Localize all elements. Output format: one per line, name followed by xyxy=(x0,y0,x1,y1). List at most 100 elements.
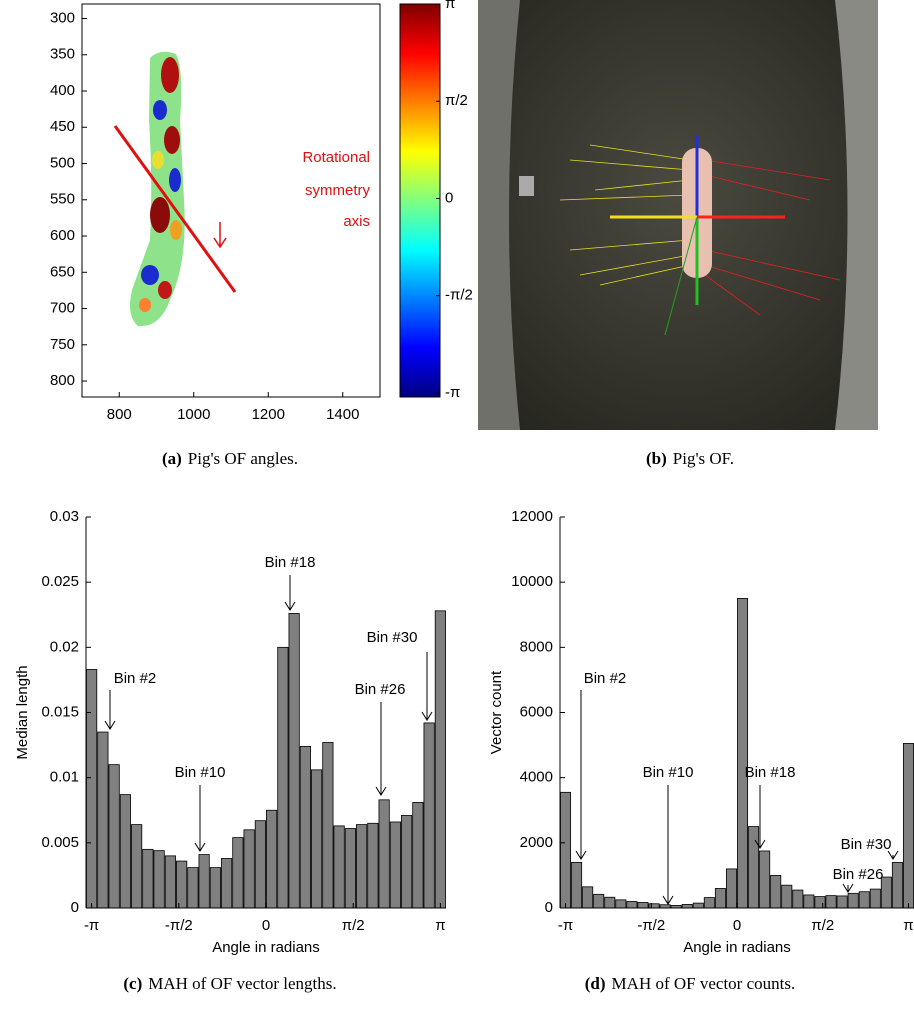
angle-map-part xyxy=(158,281,172,299)
annotation: Bin #2 xyxy=(114,670,157,687)
x-tick-label: 0 xyxy=(262,917,270,934)
angle-map-part xyxy=(164,126,180,154)
bar xyxy=(637,902,649,909)
bar xyxy=(86,669,98,909)
bar xyxy=(770,875,782,909)
caption-text: MAH of OF vector lengths. xyxy=(148,974,336,993)
bar xyxy=(412,802,424,909)
angle-map-part xyxy=(152,151,164,169)
y-tick-label: 8000 xyxy=(520,638,553,655)
annotation: Bin #10 xyxy=(643,764,694,781)
annotation-arrow xyxy=(887,850,899,860)
photo-part-part xyxy=(569,239,691,251)
caption-text: Pig's OF. xyxy=(673,449,734,468)
x-tick-label: -π/2 xyxy=(637,917,665,934)
bar xyxy=(847,892,859,909)
annotation-arrow xyxy=(421,652,433,721)
y-tick-label: 450 xyxy=(50,118,75,135)
photo-part xyxy=(519,176,534,196)
bar xyxy=(367,822,379,909)
photo-part xyxy=(478,0,520,430)
bar xyxy=(344,828,356,909)
plot-frame xyxy=(81,3,381,398)
photo-part-part xyxy=(704,174,811,201)
colorbar-label: π xyxy=(445,0,455,12)
x-tick-label: π xyxy=(903,917,913,934)
angle-map-part xyxy=(161,57,179,93)
y-tick-label: 4000 xyxy=(520,769,553,786)
x-axis-label: Angle in radians xyxy=(212,939,320,956)
photo-part-part xyxy=(594,179,691,191)
colorbar-label: -π xyxy=(445,384,460,401)
bar xyxy=(311,769,323,909)
bar xyxy=(198,854,210,909)
annotation: Bin #2 xyxy=(584,670,627,687)
bar xyxy=(356,824,368,909)
x-tick-label: π/2 xyxy=(811,917,834,934)
bar xyxy=(759,850,771,909)
arrow xyxy=(213,222,227,249)
y-tick-label: 350 xyxy=(50,46,75,63)
bar xyxy=(648,903,660,909)
bar xyxy=(378,799,390,909)
bar xyxy=(593,893,605,909)
annotation-arrow xyxy=(754,785,766,849)
annotation-arrow xyxy=(194,785,206,852)
y-axis-label: Median length xyxy=(14,665,31,759)
annotation-arrow xyxy=(104,690,116,730)
annotation: symmetry xyxy=(305,182,370,199)
y-tick-label: 2000 xyxy=(520,834,553,851)
annotation-arrow xyxy=(662,785,674,905)
bar xyxy=(825,895,837,909)
bar xyxy=(119,794,131,909)
caption-label: (a) xyxy=(162,449,182,468)
bar xyxy=(836,895,848,909)
colorbar xyxy=(399,3,441,398)
bar xyxy=(142,848,154,909)
bar xyxy=(97,731,109,909)
annotation: Bin #30 xyxy=(841,836,892,853)
x-tick-label: -π xyxy=(84,917,99,934)
x-tick-label: 1400 xyxy=(326,406,359,423)
y-tick-label: 750 xyxy=(50,336,75,353)
bar xyxy=(692,902,704,909)
colorbar-label: -π/2 xyxy=(445,287,473,304)
bar xyxy=(266,809,278,909)
annotation: Bin #26 xyxy=(355,681,406,698)
bar xyxy=(322,742,334,909)
photo-part-part xyxy=(589,144,691,161)
photo-part-part xyxy=(704,274,761,316)
photo-part-part xyxy=(704,249,841,281)
annotation: axis xyxy=(343,213,370,230)
photo-part-part xyxy=(704,264,821,301)
bar xyxy=(333,825,345,909)
caption: (d) MAH of OF vector counts. xyxy=(585,974,795,993)
annotation-arrow xyxy=(842,883,854,893)
annotation: Bin #18 xyxy=(745,764,796,781)
bar xyxy=(891,861,903,909)
bar xyxy=(288,613,300,909)
bar xyxy=(737,598,749,909)
bar xyxy=(748,826,760,909)
symmetry-axis xyxy=(113,125,237,293)
bar xyxy=(243,829,255,909)
angle-map-part xyxy=(153,100,167,120)
y-tick-label: 650 xyxy=(50,263,75,280)
bar xyxy=(703,897,715,909)
caption: (c) MAH of OF vector lengths. xyxy=(123,974,336,993)
bar xyxy=(869,888,881,909)
angle-map-part xyxy=(130,51,185,327)
caption-text: MAH of OF vector counts. xyxy=(612,974,796,993)
bar xyxy=(814,896,826,909)
y-tick-label: 0.02 xyxy=(50,638,79,655)
bar xyxy=(209,867,221,909)
y-tick-label: 700 xyxy=(50,300,75,317)
x-tick-label: 1000 xyxy=(177,406,210,423)
bar xyxy=(902,743,914,909)
photo-part-part xyxy=(599,264,691,286)
bar xyxy=(164,855,176,909)
angle-map xyxy=(130,51,185,327)
annotation: Bin #10 xyxy=(175,764,226,781)
